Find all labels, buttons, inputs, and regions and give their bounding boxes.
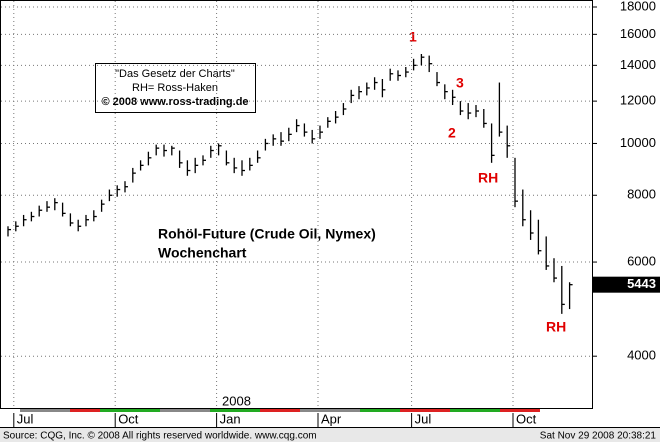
plot-area <box>0 0 593 409</box>
annotation: 2 <box>448 125 456 141</box>
source-line: RH= Ross-Haken <box>132 82 218 94</box>
y-tick-label: 6000 <box>627 253 656 268</box>
x-tick-label: Jul <box>415 411 432 426</box>
y-tick-label: 4000 <box>627 348 656 363</box>
annotation: 3 <box>456 75 464 91</box>
y-tick-label: 12000 <box>620 93 656 108</box>
session-strip <box>20 409 540 412</box>
chart-subtitle: Wochenchart <box>158 245 247 261</box>
footer-source: Source: CQG, Inc. © 2008 All rights rese… <box>3 431 317 442</box>
chart-title: Rohöl-Future (Crude Oil, Nymex) <box>158 226 376 242</box>
y-tick-label: 10000 <box>620 135 656 150</box>
footer-bar <box>0 428 660 442</box>
year-label: 2008 <box>222 393 251 408</box>
last-value-label: 5443 <box>627 276 656 291</box>
source-box <box>95 63 256 113</box>
x-tick-label: Oct <box>516 411 537 426</box>
annotation: RH <box>546 319 566 335</box>
annotation: 1 <box>409 29 417 45</box>
last-value-box <box>593 276 660 293</box>
y-tick-label: 14000 <box>620 57 656 72</box>
y-tick-label: 18000 <box>620 0 656 13</box>
x-tick-label: Jul <box>17 411 34 426</box>
x-tick-label: Apr <box>321 411 342 426</box>
y-tick-label: 8000 <box>627 187 656 202</box>
x-tick-label: Jan <box>220 411 241 426</box>
source-line: "Das Gesetz der Charts" <box>115 68 235 80</box>
x-tick-label: Oct <box>118 411 139 426</box>
footer-date: Sat Nov 29 2008 20:38:21 <box>540 431 657 442</box>
source-line: © 2008 www.ross-trading.de <box>101 96 248 108</box>
y-tick-label: 16000 <box>620 26 656 41</box>
annotation: RH <box>478 170 498 186</box>
